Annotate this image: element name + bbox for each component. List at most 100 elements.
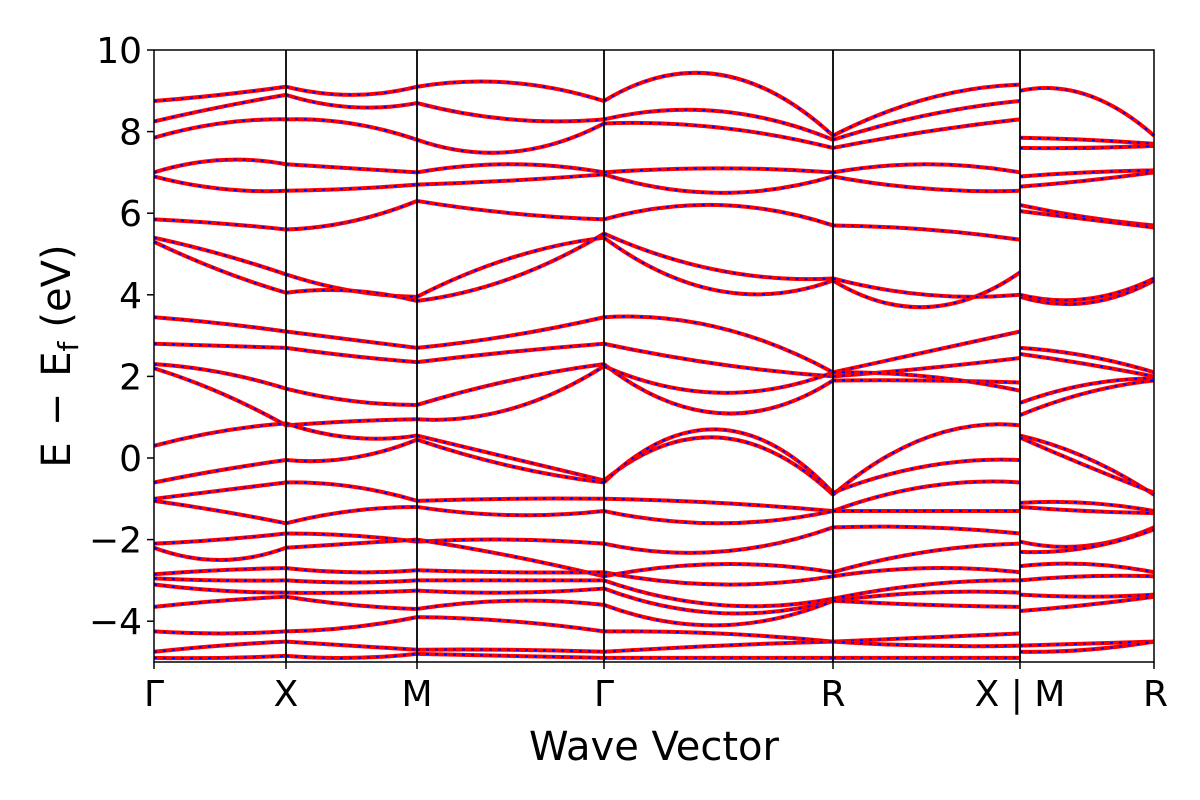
band-line [285,117,418,142]
band-line-dashed [1019,640,1155,653]
band-line-dashed [1019,169,1155,178]
band-line [416,162,605,175]
band-line-dashed [603,173,834,194]
band-line-dashed [153,654,287,660]
band-line-dashed [285,346,418,364]
band-line-dashed [603,587,834,615]
band-line [832,356,1021,379]
band-line-dashed [153,316,287,333]
band-line-dashed [285,589,418,594]
band-line-dashed [416,497,605,502]
band-line [832,541,1021,575]
band-line [603,570,834,587]
band-line [153,174,287,194]
y-axis-title-sub: f [52,340,85,351]
band-line-dashed [416,173,605,186]
band-line-dashed [153,499,287,525]
band-line-dashed [285,595,418,610]
x-tick-label: R [1143,674,1168,715]
band-line [416,437,605,485]
x-axis-title: Wave Vector [529,724,780,770]
band-line-dashed [603,342,834,378]
band-line-dashed [1019,505,1155,515]
band-line-dashed [832,271,1021,309]
band-line-dashed [1019,87,1155,137]
band-line-dashed [285,183,418,192]
band-line [603,496,834,514]
band-line [1019,86,1156,138]
band-line-dashed [832,379,1021,384]
band-line [153,421,287,448]
y-tick-label: −4 [89,602,142,643]
bands-layer [153,70,1156,661]
band-line-dashed [285,289,418,302]
band-line [416,235,605,299]
band-line-dashed [285,200,418,231]
y-axis-title-e: E [34,442,80,467]
band-line-dashed [603,236,834,296]
band-line-dashed [603,510,834,525]
band-line-dashed [153,583,287,594]
band-line [602,362,835,416]
x-tick-label: Γ [594,674,614,715]
band-line-dashed [832,640,1021,648]
band-line [832,276,1021,299]
band-line-dashed [1019,436,1155,494]
band-line [416,433,605,483]
band-line-dashed [603,363,834,415]
y-tick-label: 6 [119,194,142,235]
band-line [603,629,834,644]
y-axis-title-ef: E [34,351,80,376]
band-line-dashed [603,562,834,578]
band-line [1019,351,1155,379]
band-line [603,202,834,228]
band-line [832,589,1021,603]
band-line-dashed [153,640,287,653]
x-axis-ticks: Γ X M Γ R X | M R [144,662,1168,715]
y-tick-label: 2 [119,357,142,398]
band-line-dashed [153,532,287,545]
band-line-dashed [285,640,418,651]
band-line-dashed [285,438,418,463]
band-line [603,509,834,526]
band-line-dashed [153,158,287,174]
band-line-dashed [832,423,1021,496]
band-line [416,198,605,222]
band-line-dashed [603,526,834,554]
band-line [832,578,1021,601]
band-line [832,117,1021,150]
band-line [416,615,605,634]
band-line-dashed [603,640,834,653]
band-line [832,479,1021,513]
band-line-dashed [603,630,834,643]
band-line-dashed [603,579,834,608]
band-line-dashed [153,577,287,582]
band-line [832,99,1021,142]
band-line-dashed [285,652,418,660]
x-tick-label: R [820,674,845,715]
band-line [602,70,835,138]
band-line [603,341,834,379]
band-line-dashed [153,630,287,635]
band-line [832,457,1021,495]
band-line-dashed [153,363,287,390]
band-line-dashed [603,315,834,374]
band-line-dashed [153,481,287,500]
band-line [416,121,605,155]
band-line [832,565,1021,579]
y-tick-label: 0 [119,439,142,480]
band-line-dashed [603,121,834,149]
band-line-dashed [1019,144,1155,150]
band-line-dashed [1019,210,1155,229]
band-line-dashed [416,236,605,298]
band-line-dashed [285,481,418,502]
band-line-dashed [1019,562,1155,574]
band-line-dashed [285,93,418,109]
band-line-dashed [603,428,834,494]
band-line [603,231,834,282]
band-line-dashed [153,546,287,561]
band-line [832,329,1021,375]
band-line [416,315,605,350]
y-tick-label: 10 [96,31,142,72]
